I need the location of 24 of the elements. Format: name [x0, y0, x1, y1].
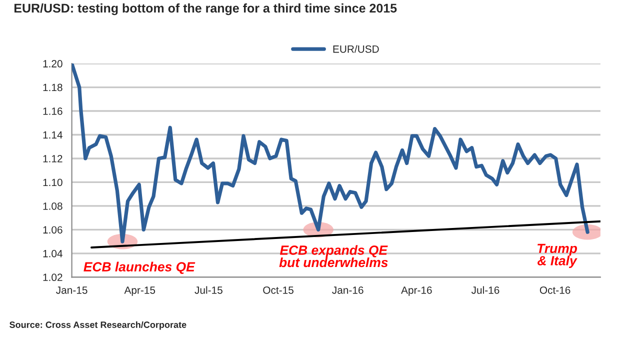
legend-label: EUR/USD: [333, 45, 379, 53]
x-tick-label: Jul-15: [194, 286, 222, 294]
y-tick-label: 1.18: [43, 84, 62, 92]
y-tick-label: 1.14: [43, 131, 62, 139]
x-tick-label: Apr-16: [401, 286, 432, 296]
source-note: Source: Cross Asset Research/Corporate: [10, 321, 186, 330]
x-tick-label: Jan-15: [56, 286, 88, 294]
annotation: ECB expands QE but underwhelms: [279, 245, 388, 268]
annotation: Trump & Italy: [538, 244, 578, 268]
annotation: ECB launches QE: [84, 262, 196, 274]
y-tick-label: 1.02: [43, 274, 62, 282]
y-tick-label: 1.16: [43, 108, 62, 115]
y-tick-label: 1.10: [43, 178, 62, 186]
x-tick-label: Apr-15: [124, 286, 156, 296]
y-tick-label: 1.06: [43, 226, 62, 234]
y-tick-label: 1.20: [43, 60, 62, 68]
x-tick-label: Oct-16: [540, 286, 570, 294]
chart-title: EUR/USD: testing bottom of the range for a third time since 2015: [14, 3, 397, 16]
x-tick-label: Oct-15: [263, 286, 294, 294]
x-tick-label: Jan-16: [332, 286, 364, 294]
y-tick-label: 1.08: [43, 202, 62, 210]
x-tick-label: Jul-16: [471, 286, 500, 294]
y-tick-label: 1.04: [43, 250, 62, 258]
y-tick-label: 1.12: [43, 154, 62, 162]
